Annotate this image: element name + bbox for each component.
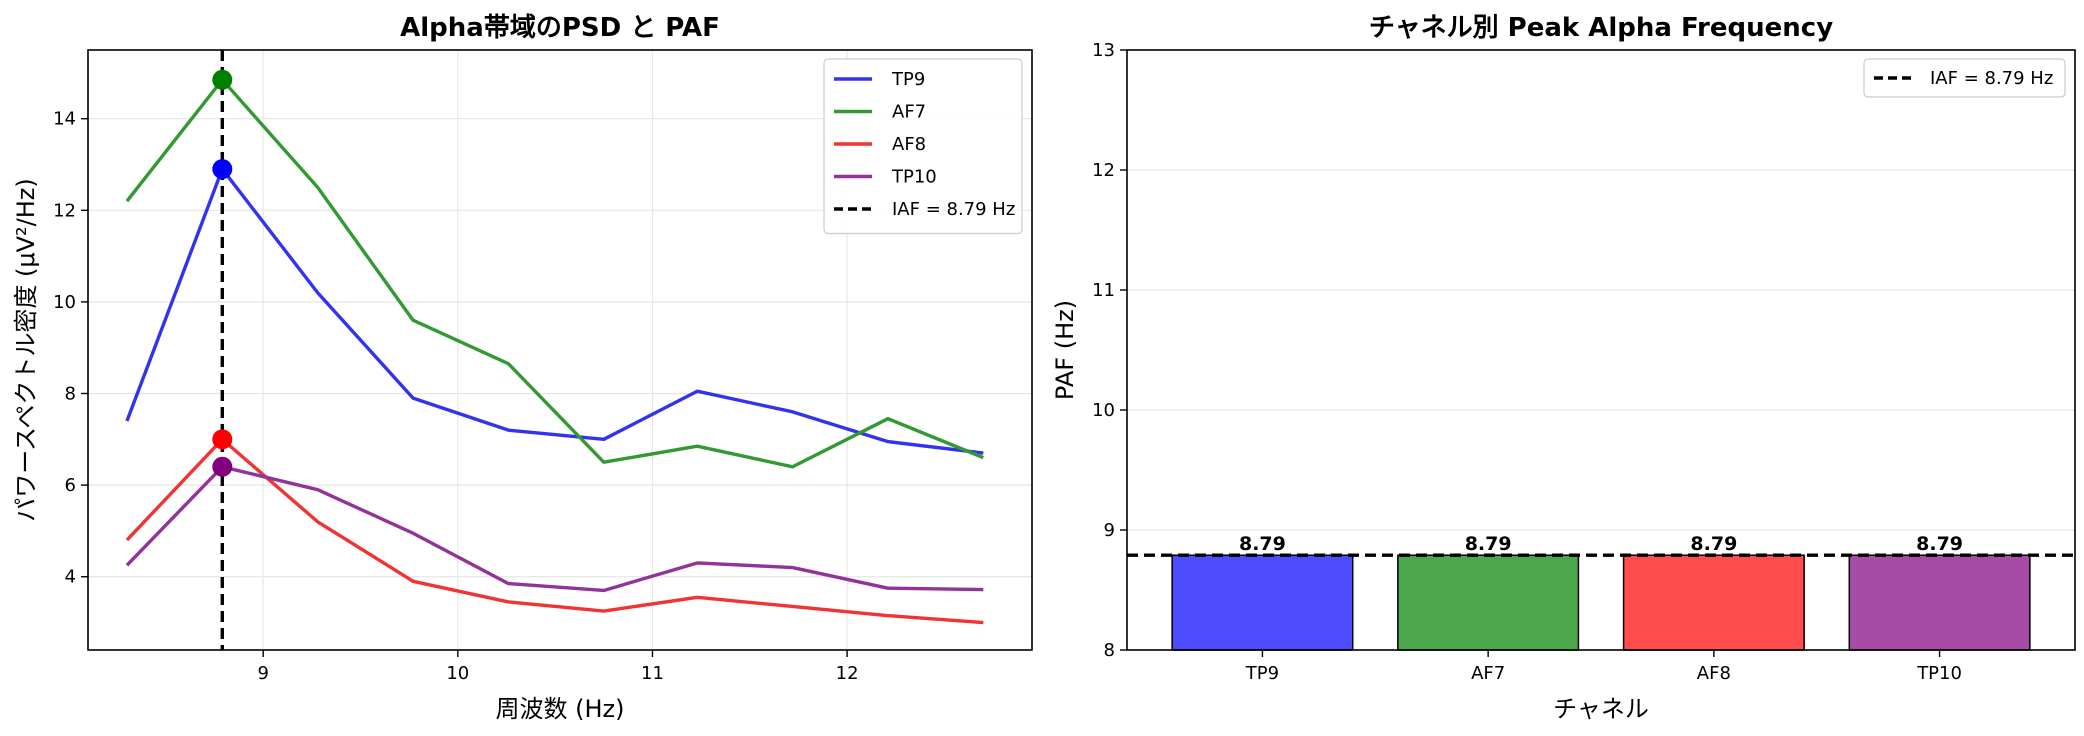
y-tick-label: 8 [65,384,76,405]
bar-tp10 [1848,554,2031,651]
paf-chart-title: チャネル別 Peak Alpha Frequency [1369,13,1833,43]
series-line-tp10 [125,465,984,593]
y-tick-label: 10 [1092,400,1115,421]
paf-legend: IAF = 8.79 Hz [1863,58,2066,98]
legend-label: TP9 [891,69,925,90]
x-tick-label: 12 [836,663,859,684]
psd-ticks: 9 10 11 12 4 6 8 10 12 14 [53,109,858,684]
x-tick-label: TP9 [1245,663,1279,684]
peak-marker-tp10 [212,456,233,477]
y-tick-label: 12 [1092,160,1115,181]
legend-label: AF7 [892,102,926,123]
bar-value-label: 8.79 [1690,533,1737,555]
psd-lines [125,78,984,625]
x-tick-label: AF7 [1471,663,1505,684]
legend-label: AF8 [892,134,926,155]
paf-ticks: 8 9 10 11 12 13 TP9 AF7 AF8 TP10 [1092,40,1962,684]
y-tick-label: 14 [53,109,76,130]
y-tick-label: 12 [53,200,76,221]
paf-bars [1171,554,2031,651]
psd-x-axis-label: 周波数 (Hz) [496,695,625,723]
y-tick-label: 9 [1104,520,1115,541]
bar-value-label: 8.79 [1465,533,1512,555]
peak-marker-af7 [212,69,233,90]
y-tick-label: 4 [65,567,76,588]
legend-box [1863,58,2066,98]
y-tick-label: 8 [1104,640,1115,661]
paf-chart: チャネル別 Peak Alpha Frequency 8 9 10 11 12 13 TP9… [1051,13,2076,723]
series-line-tp9 [125,167,984,455]
legend-label: IAF = 8.79 Hz [892,199,1015,220]
psd-y-axis-label: パワースペクトル密度 (μV²/Hz) [12,178,40,522]
psd-chart-title: Alpha帯域のPSD と PAF [400,13,720,43]
y-tick-label: 6 [65,475,76,496]
paf-plot-frame [1126,49,2076,651]
legend-label: TP10 [891,167,937,188]
bar-value-label: 8.79 [1916,533,1963,555]
bar-af8 [1622,554,1805,651]
paf-y-axis-label: PAF (Hz) [1051,300,1079,400]
x-tick-label: AF8 [1697,663,1731,684]
x-tick-label: TP10 [1916,663,1962,684]
bar-tp9 [1171,554,1354,651]
x-tick-label: 10 [446,663,469,684]
y-tick-label: 11 [1092,280,1115,301]
x-tick-label: 9 [257,663,268,684]
legend-label: IAF = 8.79 Hz [1930,68,2053,89]
psd-legend: TP9 AF7 AF8 TP10 IAF = 8.79 Hz [823,58,1023,235]
y-tick-label: 13 [1092,40,1115,61]
series-line-af8 [125,437,984,625]
peak-marker-tp9 [212,159,233,180]
legend-box [823,58,1023,235]
paf-bar-labels: 8.79 8.79 8.79 8.79 [1239,533,1963,555]
psd-plot-frame [87,49,1033,651]
y-tick-label: 10 [53,292,76,313]
bar-value-label: 8.79 [1239,533,1286,555]
psd-peaks [212,69,233,477]
x-tick-label: 11 [641,663,664,684]
paf-x-axis-label: チャネル [1553,695,1649,723]
series-line-af7 [125,78,984,469]
bar-af7 [1397,554,1580,651]
psd-chart: Alpha帯域のPSD と PAF 9 10 11 12 4 6 8 10 12 14 周波数 (… [12,13,1033,723]
peak-marker-af8 [212,429,233,450]
